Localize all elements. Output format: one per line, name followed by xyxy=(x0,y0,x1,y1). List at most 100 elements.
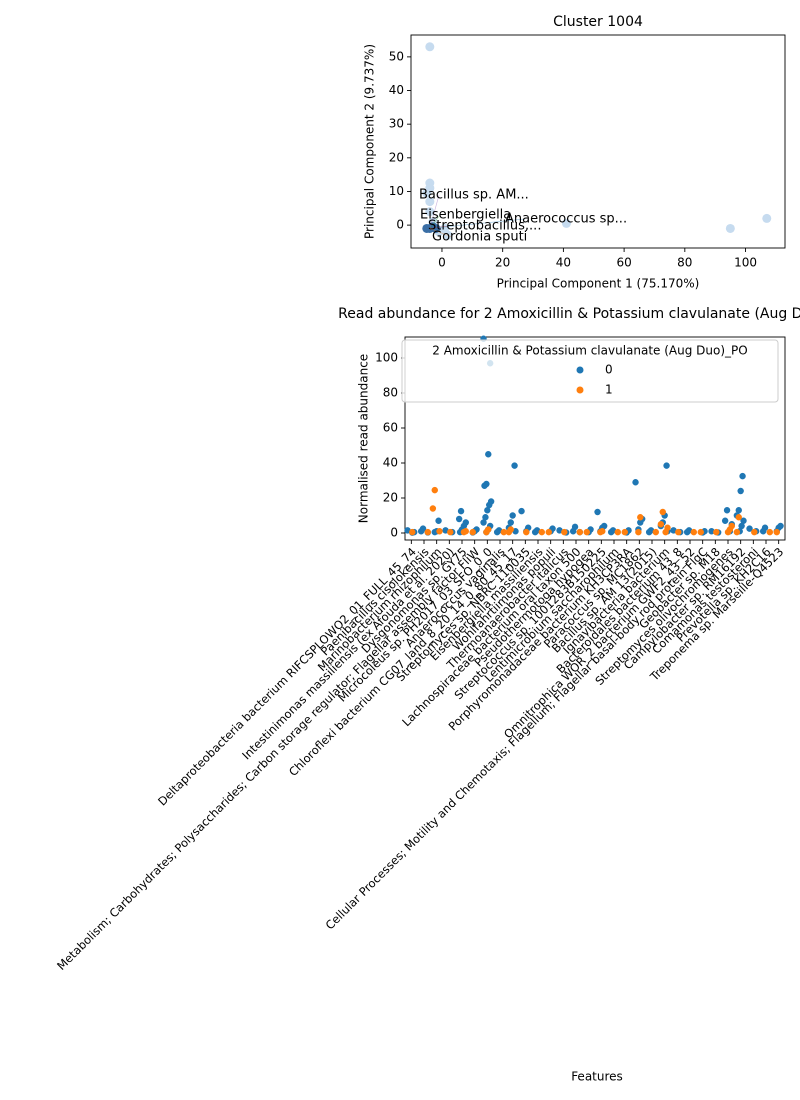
strip-point xyxy=(500,528,507,536)
annotation-leader xyxy=(429,228,453,238)
strip-point xyxy=(424,528,431,536)
x-tick-label: 60 xyxy=(616,256,631,270)
strip-point xyxy=(561,528,568,536)
point xyxy=(422,223,432,233)
strip-point xyxy=(469,528,476,536)
legend-label: 1 xyxy=(605,383,613,397)
strip-point xyxy=(531,528,539,536)
y-axis-label: Principal Component 2 (9.737%) xyxy=(363,44,377,239)
strip-point xyxy=(723,507,731,514)
point xyxy=(425,197,435,207)
strip-point xyxy=(737,487,744,495)
strip-point xyxy=(735,514,742,521)
strip-point xyxy=(662,528,669,536)
x-tick-label: 20 xyxy=(495,256,510,270)
strip-point xyxy=(751,528,758,536)
chart-title: Cluster 1004 xyxy=(553,14,643,30)
strip-point xyxy=(409,528,416,536)
strip-point xyxy=(569,528,577,535)
strip-point xyxy=(773,528,780,536)
strip-point xyxy=(486,501,493,509)
point xyxy=(431,223,441,233)
legend-title: 2 Amoxicillin & Potassium clavulanate (A… xyxy=(432,344,747,358)
strip-point xyxy=(766,528,773,536)
annotation-leader xyxy=(429,214,441,229)
x-axis-label: Principal Component 1 (75.170%) xyxy=(497,277,700,291)
strip-point xyxy=(657,521,665,528)
strip-point xyxy=(429,505,437,512)
y-tick-label: 20 xyxy=(389,150,404,164)
strip-point xyxy=(735,507,742,514)
point xyxy=(725,223,735,233)
annotation: Bacillus sp. AM... xyxy=(419,188,529,203)
strip-point xyxy=(621,528,628,536)
chart-title: Read abundance for 2 Amoxicillin & Potas… xyxy=(338,306,800,322)
strip-point xyxy=(733,528,741,536)
y-tick-label: 60 xyxy=(383,421,398,435)
strip-point xyxy=(739,472,746,480)
strip-point xyxy=(436,528,443,535)
strip-point xyxy=(485,451,492,458)
point xyxy=(762,213,772,223)
strip-point xyxy=(645,528,653,536)
strip-point xyxy=(663,462,670,469)
x-tick-label: 80 xyxy=(677,256,692,270)
strip-point xyxy=(632,479,639,486)
strip-point xyxy=(493,528,501,536)
strip-point xyxy=(594,508,601,516)
strip-point xyxy=(675,528,682,536)
strip-point xyxy=(721,517,729,524)
annotation-leader xyxy=(429,225,449,229)
strip-point xyxy=(509,512,516,519)
legend-marker xyxy=(576,366,584,374)
strip-point xyxy=(455,515,463,523)
strip-point xyxy=(507,519,514,526)
legend-marker xyxy=(576,386,584,394)
annotation-leader xyxy=(429,218,526,229)
strip-point xyxy=(431,486,438,494)
strip-point xyxy=(746,525,753,532)
strip-point xyxy=(697,528,704,536)
strip-point xyxy=(607,528,615,536)
strip-point xyxy=(484,507,491,514)
point xyxy=(422,188,432,198)
strip-point xyxy=(724,528,732,536)
point xyxy=(561,218,571,228)
strip-point xyxy=(690,528,697,536)
strip-point xyxy=(637,514,644,521)
point xyxy=(425,42,435,52)
strip-point xyxy=(738,522,745,530)
y-tick-label: 80 xyxy=(383,386,398,400)
legend-label: 0 xyxy=(605,363,613,377)
strip-point xyxy=(417,528,425,535)
strip-point xyxy=(583,528,590,536)
strip-point xyxy=(659,508,666,516)
strip-point xyxy=(505,528,513,536)
y-tick-label: 30 xyxy=(389,117,404,131)
strip-point xyxy=(635,528,642,536)
y-tick-label: 10 xyxy=(389,184,404,198)
strip-point xyxy=(545,528,552,536)
strip-point xyxy=(576,528,583,536)
strip-point xyxy=(483,528,490,536)
strip-point xyxy=(538,528,545,536)
legend-box xyxy=(401,339,779,403)
annotation: Eisenbergiella xyxy=(420,208,511,223)
strip-point xyxy=(457,507,465,515)
strip-point xyxy=(759,528,767,535)
strip-point xyxy=(652,528,659,536)
annotation-leader xyxy=(429,194,440,229)
strip-point xyxy=(481,482,488,489)
x-tick-label: 40 xyxy=(556,256,571,270)
y-tick-label: 40 xyxy=(383,456,398,470)
strip-point xyxy=(518,507,525,515)
plot-frame xyxy=(410,34,786,249)
x-tick-label: 0 xyxy=(438,256,446,270)
strip-point xyxy=(708,528,715,535)
x-axis-label: Features xyxy=(571,1070,623,1084)
annotation: Anaerococcus sp... xyxy=(505,212,627,227)
y-tick-label: 50 xyxy=(389,49,404,63)
annotation: Streptobacillus,... xyxy=(428,219,541,234)
strip-point xyxy=(713,528,720,536)
